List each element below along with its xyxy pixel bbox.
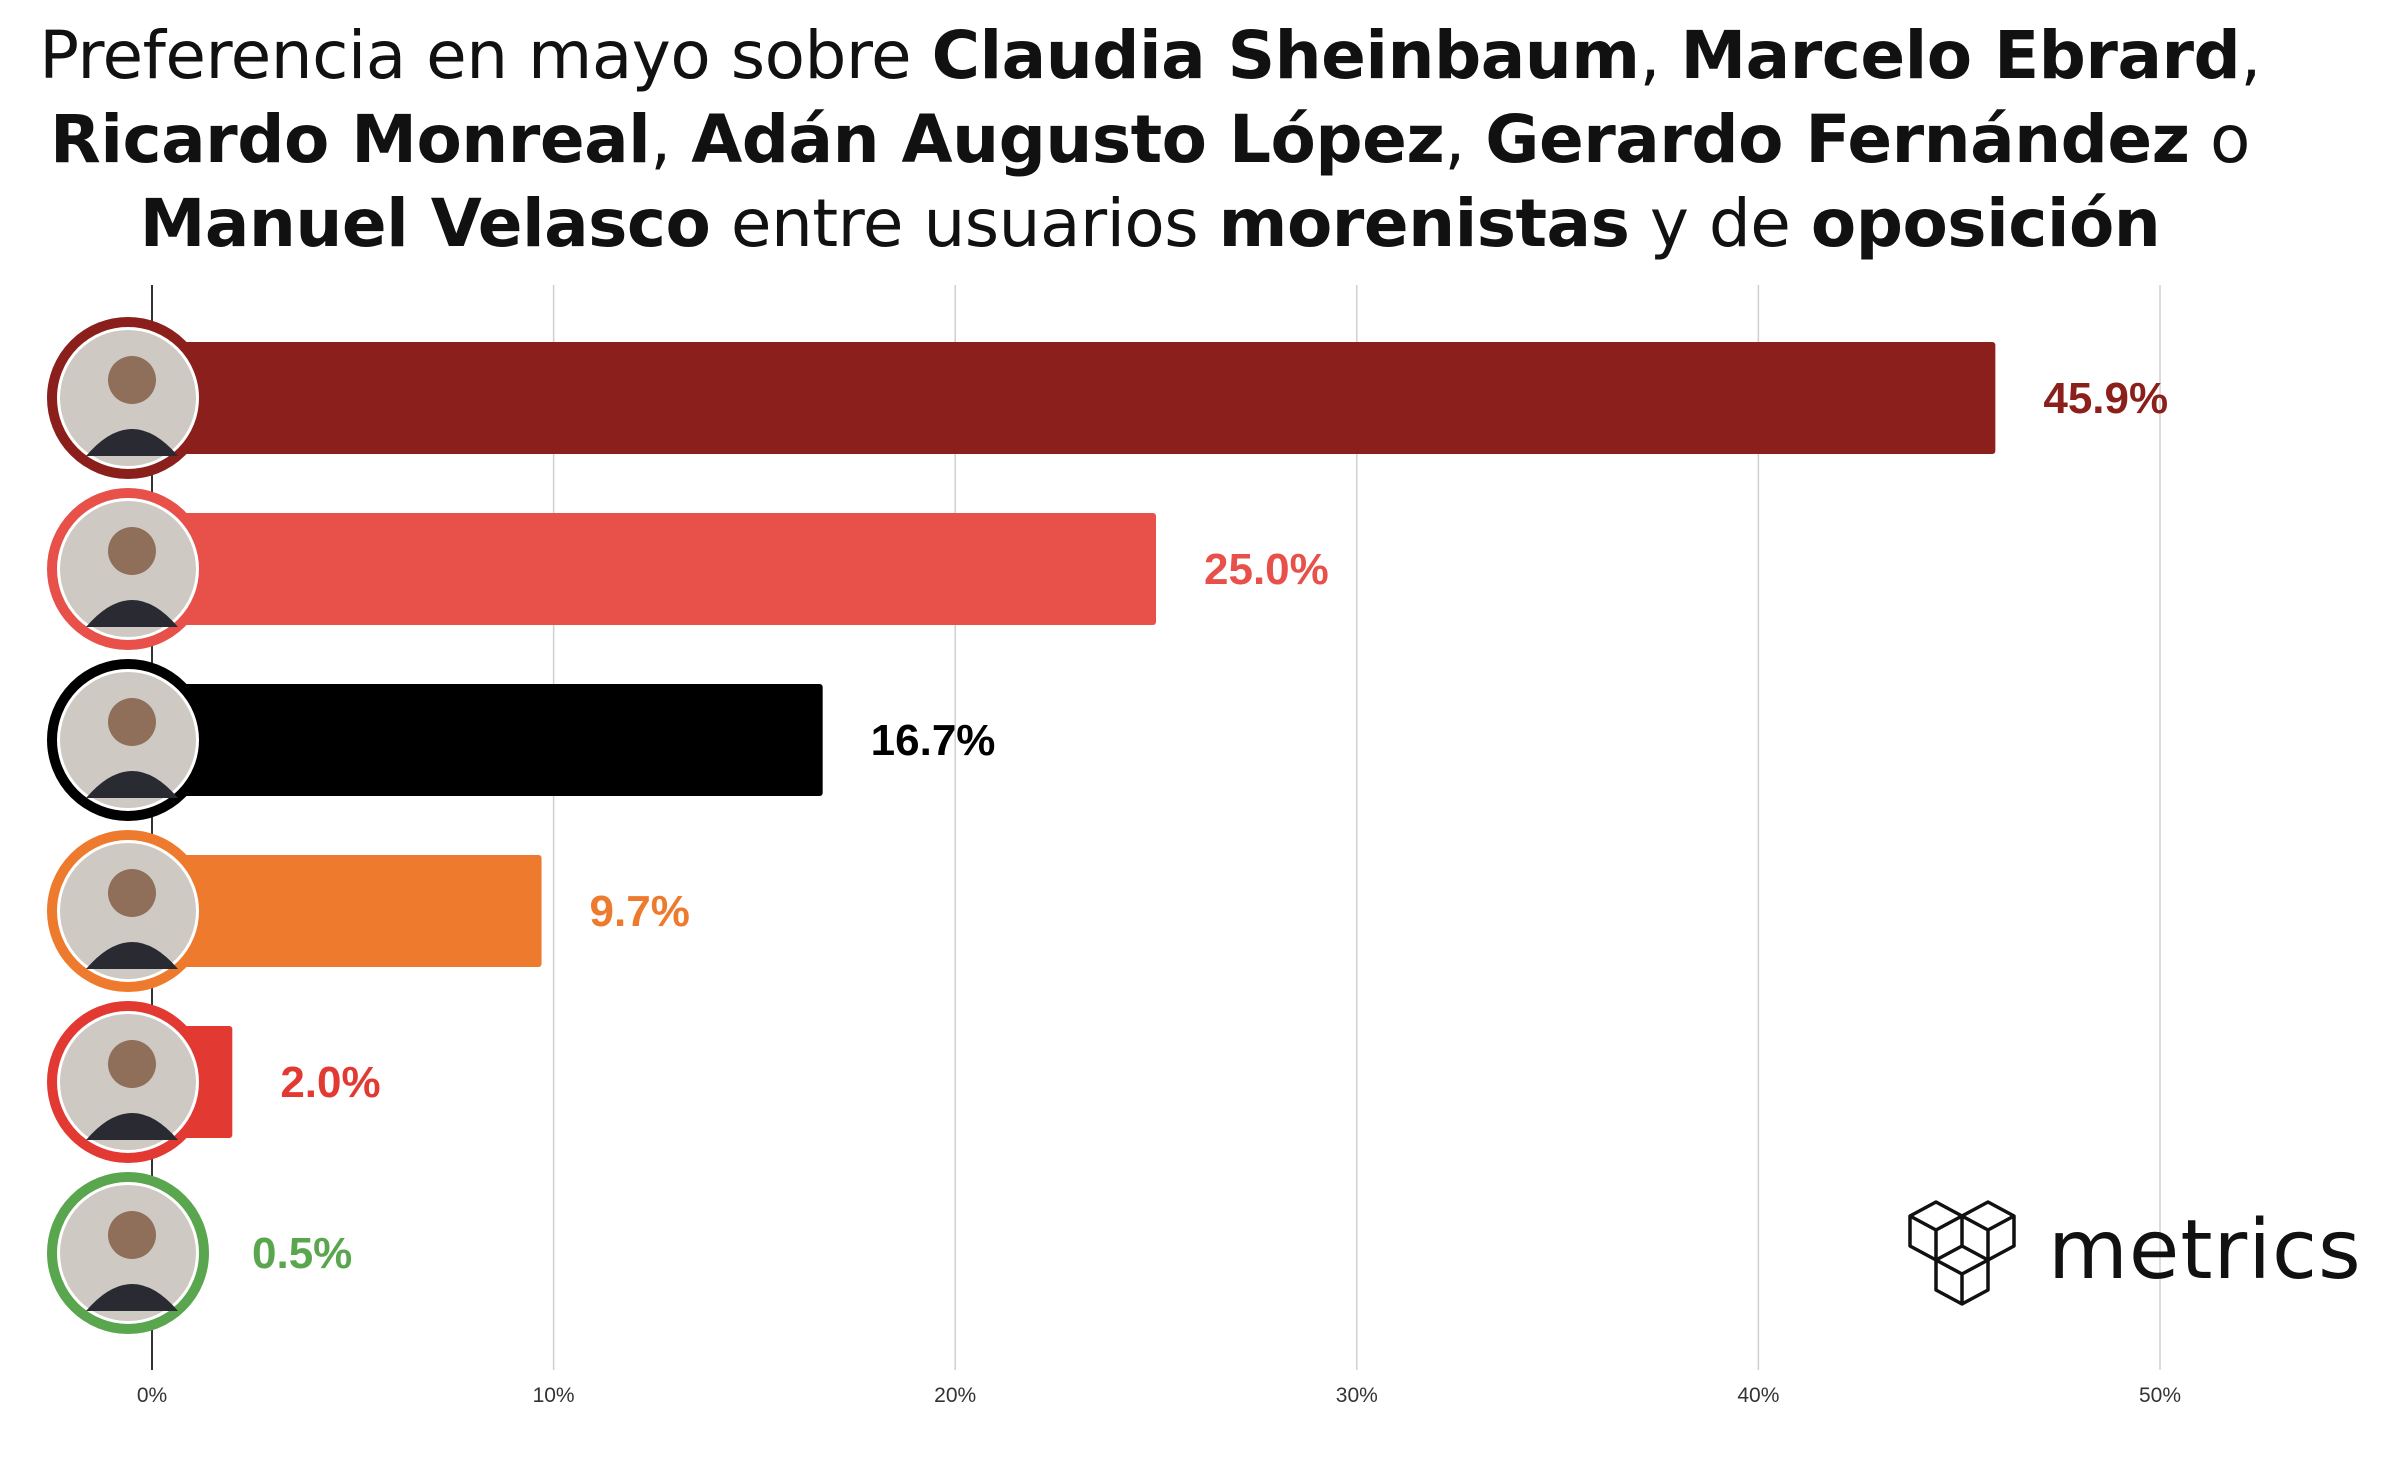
avatars xyxy=(47,317,209,1334)
title-segment: oposición xyxy=(1810,185,2161,262)
x-tick-label: 30% xyxy=(1336,1384,1378,1407)
title-segment: Adán Augusto López xyxy=(691,101,1445,178)
title-segment: o xyxy=(2189,101,2250,178)
title-segment: morenistas xyxy=(1218,185,1630,262)
person-photo-icon xyxy=(47,1172,209,1334)
title-segment: Preferencia en mayo sobre xyxy=(39,17,932,94)
title-segment: , xyxy=(2240,17,2261,94)
title-segment: Ricardo Monreal xyxy=(50,101,651,178)
person-photo-icon xyxy=(47,830,209,992)
x-tick-label: 20% xyxy=(934,1384,976,1407)
person-photo-icon xyxy=(47,488,209,650)
person-photo-icon xyxy=(47,317,209,479)
value-label: 16.7% xyxy=(871,716,996,765)
title-segment: entre usuarios xyxy=(710,185,1219,262)
x-axis-ticks: 0% 10% 20% 30% 40% 50% xyxy=(137,1384,2181,1407)
title-segment: Marcelo Ebrard xyxy=(1680,17,2241,94)
logo-text: metrics xyxy=(2048,1203,2362,1298)
person-photo-icon xyxy=(47,1001,209,1163)
value-label: 45.9% xyxy=(2043,374,2168,423)
metrics-logo: metrics xyxy=(1908,1200,2362,1306)
x-tick-label: 10% xyxy=(533,1384,575,1407)
value-label: 0.5% xyxy=(252,1229,352,1278)
x-tick-label: 50% xyxy=(2139,1384,2181,1407)
bars xyxy=(152,342,1996,1309)
title-segment: , xyxy=(1444,101,1486,178)
value-label: 2.0% xyxy=(280,1058,380,1107)
bar xyxy=(152,855,542,967)
chart-title: Preferencia en mayo sobre Claudia Sheinb… xyxy=(0,14,2300,266)
bar xyxy=(152,684,823,796)
person-photo-icon xyxy=(47,659,209,821)
value-labels: 45.9% 25.0% 16.7% 9.7% 2.0% 0.5% xyxy=(252,374,2168,1278)
title-segment: y de xyxy=(1629,185,1811,262)
title-segment: Claudia Sheinbaum xyxy=(931,17,1640,94)
x-tick-label: 40% xyxy=(1737,1384,1779,1407)
title-segment: , xyxy=(650,101,692,178)
title-segment: , xyxy=(1639,17,1681,94)
title-segment: Manuel Velasco xyxy=(139,185,711,262)
bar xyxy=(152,513,1156,625)
x-tick-label: 0% xyxy=(137,1384,167,1407)
bar xyxy=(152,342,1996,454)
title-segment: Gerardo Fernández xyxy=(1485,101,2190,178)
value-label: 9.7% xyxy=(590,887,690,936)
value-label: 25.0% xyxy=(1204,545,1329,594)
cubes-logo-icon xyxy=(1908,1200,2016,1306)
